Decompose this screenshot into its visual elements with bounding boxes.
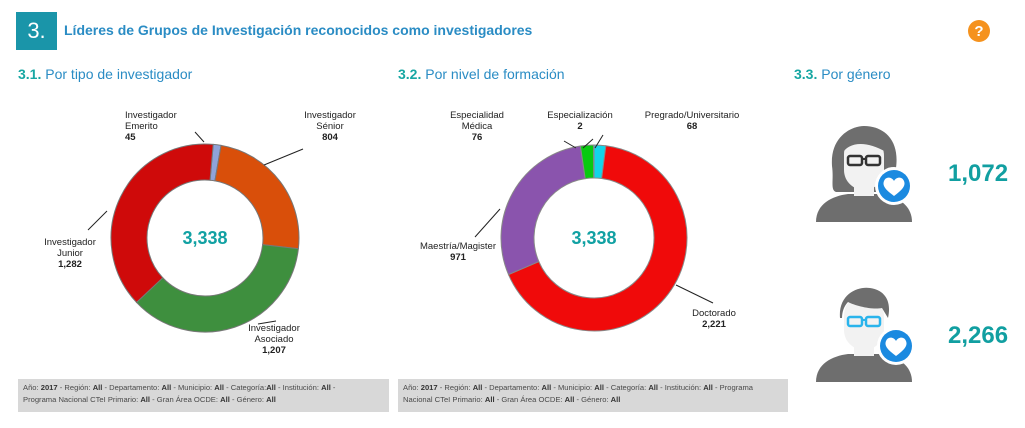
leader-line	[474, 208, 501, 238]
filter-summary-formacion: Año: 2017 - Región: All - Departamento: …	[398, 379, 788, 412]
slice-label: Investigador Sénior 804	[304, 110, 356, 143]
slice-label: Maestría/Magister 971	[420, 241, 496, 263]
leader-line	[675, 284, 714, 304]
section-title-formacion: 3.2. Por nivel de formación	[398, 66, 565, 82]
slice-label: Investigador Junior 1,282	[44, 237, 96, 270]
section-number: 3.	[16, 12, 57, 50]
leader-line	[87, 210, 108, 231]
filter-line: Programa Nacional CTeI Primario: All - G…	[23, 395, 276, 404]
donut-slice	[135, 244, 299, 333]
slice-label: Especialidad Médica 76	[450, 110, 504, 143]
leader-line	[257, 320, 277, 325]
page-title: Líderes de Grupos de Investigación recon…	[64, 22, 533, 38]
slice-label: Investigador Emerito 45	[125, 110, 177, 143]
male-user-icon	[816, 287, 914, 382]
female-user-icon	[816, 126, 913, 222]
donut-slice	[500, 145, 586, 276]
filter-line: Nacional CTeI Primario: All - Gran Área …	[403, 395, 621, 404]
center-total-label: 3,338	[182, 228, 227, 248]
donut-chart-formacion: 3,338 Pregrado/Universitario 68 Doctorado 2…	[420, 110, 740, 332]
filter-line: Año: 2017 - Región: All - Departamento: …	[403, 383, 754, 392]
donut-chart-tipo: 3,338 Investigador Emerito 45 Investigador S…	[44, 110, 356, 356]
section-title-tipo: 3.1. Por tipo de investigador	[18, 66, 193, 82]
slice-label: Pregrado/Universitario 68	[645, 110, 740, 132]
section-title-genero: 3.3. Por género	[794, 66, 891, 82]
leader-line	[263, 148, 304, 166]
filter-line: Año: 2017 - Región: All - Departamento: …	[23, 383, 336, 392]
center-total-label: 3,338	[571, 228, 616, 248]
leader-line	[194, 131, 205, 143]
help-icon[interactable]: ?	[968, 20, 990, 42]
male-count: 2,266	[948, 322, 1009, 349]
donut-slice	[110, 143, 214, 304]
slice-label: Doctorado 2,221	[692, 308, 736, 330]
leader-line	[582, 138, 594, 149]
slice-label: Investigador Asociado 1,207	[248, 323, 300, 356]
female-count: 1,072	[948, 160, 1009, 187]
leader-line	[563, 140, 577, 149]
leader-line	[594, 134, 604, 149]
donut-slice	[507, 145, 688, 332]
filter-summary-tipo: Año: 2017 - Región: All - Departamento: …	[18, 379, 389, 412]
slice-label: Especialización 2	[547, 110, 612, 132]
